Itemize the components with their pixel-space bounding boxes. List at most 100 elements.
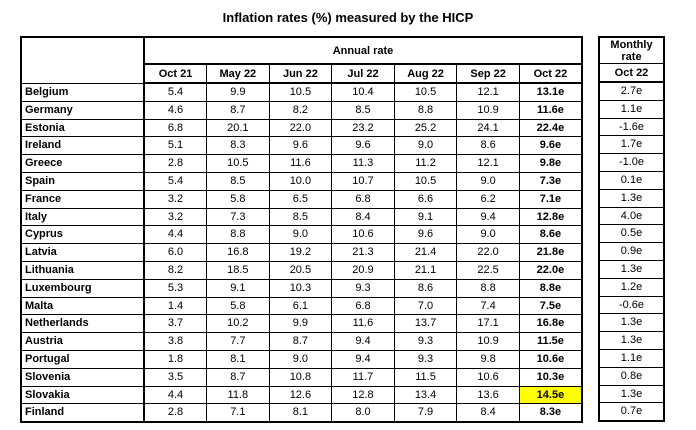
table-row: Latvia 6.0 16.8 19.2 21.3 21.4 22.0 21.8e bbox=[20, 243, 583, 262]
table-row: Malta 1.4 5.8 6.1 6.8 7.0 7.4 7.5e bbox=[20, 296, 583, 316]
table-row: Ireland 5.1 8.3 9.6 9.6 9.0 8.6 9.6e bbox=[20, 136, 583, 156]
value-cell: 3.2 bbox=[143, 207, 208, 227]
country-cell: Belgium bbox=[20, 82, 145, 102]
value-cell: 9.4 bbox=[331, 349, 395, 369]
value-cell: 12.6 bbox=[268, 385, 333, 405]
country-cell: Estonia bbox=[20, 118, 145, 138]
value-cell: 8.8 bbox=[456, 278, 520, 298]
annual-header-row: Annual rate bbox=[20, 36, 583, 84]
value-cell: 20.1 bbox=[206, 118, 270, 138]
value-cell: 9.3 bbox=[393, 349, 458, 369]
monthly-table-row: 0.8e bbox=[598, 366, 665, 386]
month-header-row: Oct 21 May 22 Jun 22 Jul 22 Aug 22 Sep 22 Oct … bbox=[21, 63, 583, 84]
value-cell: 9.0 bbox=[393, 136, 458, 156]
value-cell: 8.3 bbox=[206, 136, 270, 156]
monthly-table-row: 1.3e bbox=[598, 384, 665, 404]
monthly-value-cell: -1.6e bbox=[598, 117, 665, 137]
value-cell: 20.5 bbox=[268, 260, 333, 280]
value-cell: 8.7 bbox=[268, 332, 333, 351]
value-cell: 6.8 bbox=[143, 118, 208, 138]
monthly-table-row: 1.3e bbox=[598, 259, 665, 279]
monthly-table-row: 1.1e bbox=[598, 348, 665, 368]
monthly-value-cell: -0.6e bbox=[598, 295, 665, 315]
monthly-value-cell: 1.3e bbox=[598, 313, 665, 333]
value-cell: 8.0 bbox=[331, 403, 395, 423]
value-cell: 11.6e bbox=[518, 100, 583, 120]
value-cell: 9.6 bbox=[331, 136, 395, 156]
value-cell: 9.9 bbox=[206, 82, 270, 102]
value-cell: 10.4 bbox=[331, 82, 395, 102]
table-row: Spain 5.4 8.5 10.0 10.7 10.5 9.0 7.3e bbox=[20, 171, 583, 191]
value-cell: 8.4 bbox=[331, 207, 395, 227]
value-cell: 9.4 bbox=[331, 332, 395, 351]
monthly-value-cell: 2.7e bbox=[598, 81, 665, 101]
monthly-value-cell: 0.8e bbox=[598, 366, 665, 386]
table-row: Austria 3.8 7.7 8.7 9.4 9.3 10.9 11.5e bbox=[20, 332, 583, 351]
table-row: Belgium 5.4 9.9 10.5 10.4 10.5 12.1 13.1e bbox=[20, 82, 583, 102]
value-cell: 8.3e bbox=[518, 403, 583, 423]
value-cell: 8.8 bbox=[393, 100, 458, 120]
value-cell: 7.1e bbox=[518, 189, 583, 209]
value-cell: 10.6 bbox=[331, 225, 395, 245]
value-cell: 23.2 bbox=[331, 118, 395, 138]
value-cell: 9.8 bbox=[456, 349, 520, 369]
value-cell: 22.0 bbox=[456, 243, 520, 262]
value-cell: 11.5 bbox=[393, 367, 458, 387]
country-cell: Lithuania bbox=[20, 260, 145, 280]
value-cell: 9.0 bbox=[456, 225, 520, 245]
monthly-value-cell: 1.7e bbox=[598, 135, 665, 155]
monthly-value-cell: 1.3e bbox=[598, 188, 665, 208]
value-cell: 11.3 bbox=[331, 154, 395, 173]
value-cell: 7.9 bbox=[393, 403, 458, 423]
value-cell: 11.6 bbox=[331, 314, 395, 334]
table-row: Greece 2.8 10.5 11.6 11.3 11.2 12.1 9.8e bbox=[20, 154, 583, 173]
value-cell: 4.6 bbox=[143, 100, 208, 120]
monthly-table-row: -1.6e bbox=[598, 117, 665, 137]
annual-column-header: Sep 22 bbox=[456, 63, 520, 84]
value-cell: 11.6 bbox=[268, 154, 333, 173]
monthly-table-row: 1.3e bbox=[598, 188, 665, 208]
country-cell: Slovakia bbox=[20, 385, 145, 405]
monthly-table-row: 0.1e bbox=[598, 170, 665, 190]
table-row: France 3.2 5.8 6.5 6.8 6.6 6.2 7.1e bbox=[20, 189, 583, 209]
value-cell: 10.3 bbox=[268, 278, 333, 298]
monthly-value-cell: -1.0e bbox=[598, 153, 665, 172]
annual-column-header: Aug 22 bbox=[393, 63, 458, 84]
monthly-value-cell: 1.1e bbox=[598, 99, 665, 119]
country-cell: France bbox=[20, 189, 145, 209]
value-cell: 5.8 bbox=[206, 296, 270, 316]
value-cell: 12.1 bbox=[456, 154, 520, 173]
value-cell: 21.4 bbox=[393, 243, 458, 262]
value-cell: 7.4 bbox=[456, 296, 520, 316]
value-cell: 5.8 bbox=[206, 189, 270, 209]
value-cell: 9.6 bbox=[268, 136, 333, 156]
value-cell: 8.4 bbox=[456, 403, 520, 423]
monthly-value-cell: 1.3e bbox=[598, 331, 665, 350]
value-cell: 11.7 bbox=[331, 367, 395, 387]
table-row: Luxembourg 5.3 9.1 10.3 9.3 8.6 8.8 8.8e bbox=[20, 278, 583, 298]
value-cell: 10.6e bbox=[518, 349, 583, 369]
value-cell: 5.4 bbox=[143, 82, 208, 102]
value-cell: 7.1 bbox=[206, 403, 270, 423]
table-row: Netherlands 3.7 10.2 9.9 11.6 13.7 17.1 16.8e bbox=[20, 314, 583, 334]
value-cell: 8.5 bbox=[206, 171, 270, 191]
value-cell: 10.2 bbox=[206, 314, 270, 334]
value-cell: 9.4 bbox=[456, 207, 520, 227]
corner-cell bbox=[20, 36, 145, 84]
value-cell: 6.8 bbox=[331, 189, 395, 209]
value-cell: 7.3e bbox=[518, 171, 583, 191]
value-cell: 10.6 bbox=[456, 367, 520, 387]
value-cell: 4.4 bbox=[143, 385, 208, 405]
country-cell: Cyprus bbox=[20, 225, 145, 245]
country-cell: Spain bbox=[20, 171, 145, 191]
value-cell: 10.8 bbox=[268, 367, 333, 387]
value-cell: 10.9 bbox=[456, 332, 520, 351]
value-cell: 1.4 bbox=[143, 296, 208, 316]
country-cell: Italy bbox=[20, 207, 145, 227]
monthly-table-row: -1.0e bbox=[598, 153, 665, 172]
monthly-table-row: 1.1e bbox=[598, 99, 665, 119]
value-cell: 8.5 bbox=[331, 100, 395, 120]
value-cell: 9.0 bbox=[268, 225, 333, 245]
value-cell: 3.8 bbox=[143, 332, 208, 351]
monthly-header-row: Monthly rate bbox=[598, 36, 665, 64]
